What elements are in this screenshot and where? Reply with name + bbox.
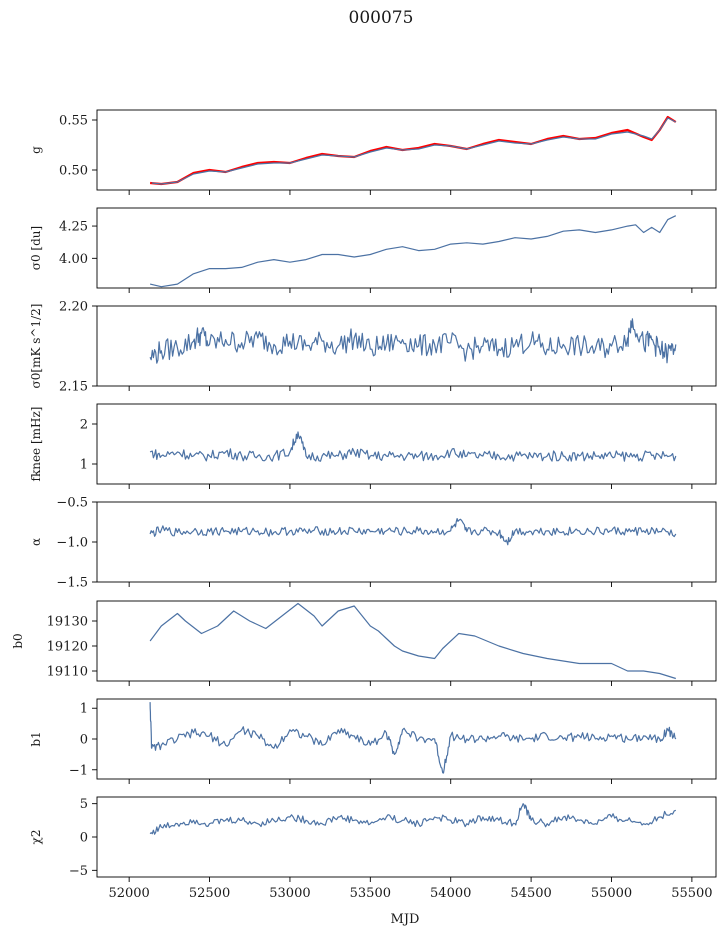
series-line-b0-0 — [149, 602, 676, 680]
y-tick-label-g: 0.55 — [59, 114, 88, 129]
axes-frame-sigma0-du — [96, 207, 717, 289]
y-tick-label-fknee: 2 — [80, 418, 88, 433]
y-axis-label-sigma0-mK: σ0[mK s^1/2] — [29, 304, 43, 389]
x-tick-label: 52000 — [108, 886, 149, 901]
y-tick-label-alpha: −0.5 — [56, 496, 88, 511]
x-tick-label: 55000 — [591, 886, 632, 901]
y-tick-label-sigma0-mK: 2.15 — [59, 380, 88, 395]
series-line-sigma0-mK-0 — [149, 318, 677, 364]
axes-frame-fknee — [96, 403, 717, 485]
x-tick-label: 53500 — [350, 886, 391, 901]
panel-sigma0-du: 4.00 4.25 σ0 [du] — [29, 207, 717, 293]
x-tick-label: 54500 — [510, 886, 551, 901]
figure-title: 000075 — [349, 8, 414, 28]
series-line-alpha-0 — [149, 518, 677, 546]
axes-frame-chi2 — [96, 796, 717, 878]
axes-frame-b1 — [96, 698, 717, 780]
x-axis-label: MJD — [391, 912, 420, 927]
x-tick-label: 52500 — [189, 886, 230, 901]
y-axis-label-sigma0-du: σ0 [du] — [29, 226, 43, 270]
x-tick-label: 53000 — [269, 886, 310, 901]
y-tick-label-fknee: 1 — [80, 458, 88, 473]
y-tick-label-sigma0-mK: 2.20 — [59, 300, 88, 315]
axes-frame-b0 — [96, 600, 717, 682]
series-line-sigma0-du-0 — [149, 215, 677, 288]
y-tick-label-b1: 1 — [80, 702, 88, 717]
y-tick-label-b1: 0 — [80, 733, 88, 748]
y-axis-label-chi2: χ2 — [29, 830, 43, 845]
series-line-b1-0 — [149, 702, 677, 774]
y-tick-label-alpha: −1.5 — [56, 576, 88, 591]
series-line-chi2-0 — [149, 803, 677, 835]
y-tick-label-chi2: 0 — [80, 831, 88, 846]
y-axis-label-fknee: fknee [mHz] — [29, 407, 43, 482]
x-tick-label: 54000 — [430, 886, 471, 901]
panel-g: 0.50 0.55 g — [29, 109, 717, 195]
y-tick-label-b0: 19130 — [47, 615, 88, 630]
series-line-g-0 — [150, 115, 677, 186]
y-tick-label-chi2: 5 — [80, 797, 88, 812]
y-tick-label-sigma0-du: 4.00 — [59, 252, 88, 267]
series-line-g-1 — [151, 117, 677, 185]
panel-alpha: −1.5 −1.0 −0.5 α — [29, 496, 717, 591]
y-tick-label-b1: −1 — [69, 763, 88, 778]
axes-frame-alpha — [96, 501, 717, 583]
y-tick-label-g: 0.50 — [59, 164, 88, 179]
panel-sigma0-mK: 2.15 2.20 σ0[mK s^1/2] — [29, 300, 717, 395]
panels: 0.50 0.55 g 4.00 4.25 σ0 [du] 2.15 2.20 σ0[mK s^… — [11, 109, 717, 901]
panel-b0: 19110 19120 19130 b0 — [11, 600, 717, 686]
x-tick-label: 55500 — [671, 886, 712, 901]
y-axis-label-g: g — [29, 146, 43, 154]
axes-frame-g — [96, 109, 717, 191]
y-tick-label-alpha: −1.0 — [56, 536, 88, 551]
panel-chi2: −5 0 5 52000 52500 53000 53500 54000 54500 55000 5… — [29, 796, 717, 901]
panel-b1: −1 0 1 b1 — [29, 698, 717, 784]
y-tick-label-b0: 19110 — [47, 665, 88, 680]
y-axis-label-b0: b0 — [11, 633, 25, 648]
axes-frame-sigma0-mK — [96, 305, 717, 387]
y-axis-label-alpha: α — [29, 538, 43, 546]
y-tick-label-b0: 19120 — [47, 640, 88, 655]
y-tick-label-sigma0-du: 4.25 — [59, 220, 88, 235]
panel-fknee: 1 2 fknee [mHz] — [29, 403, 717, 489]
series-line-fknee-0 — [149, 431, 677, 462]
y-axis-label-b1: b1 — [29, 731, 43, 746]
y-tick-label-chi2: −5 — [69, 864, 88, 879]
